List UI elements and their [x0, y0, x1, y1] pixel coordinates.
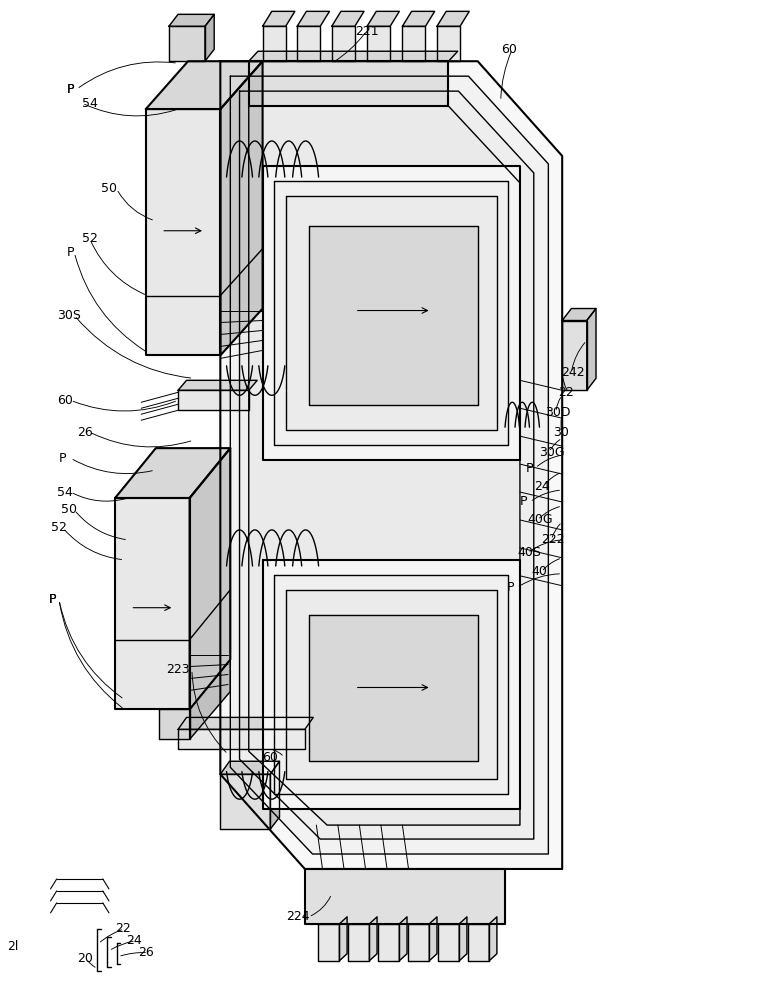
Text: 24: 24: [534, 480, 550, 493]
Polygon shape: [367, 11, 399, 26]
Polygon shape: [221, 761, 279, 774]
Polygon shape: [297, 26, 320, 61]
Text: 24: 24: [126, 934, 143, 947]
Text: 30S: 30S: [57, 309, 81, 322]
Polygon shape: [587, 309, 596, 390]
Text: 20: 20: [76, 952, 93, 965]
Polygon shape: [438, 924, 460, 961]
Text: P: P: [66, 246, 74, 259]
Text: 60: 60: [500, 43, 517, 56]
Polygon shape: [402, 11, 435, 26]
Polygon shape: [178, 717, 313, 729]
Polygon shape: [249, 106, 520, 825]
Polygon shape: [190, 660, 231, 739]
Text: 22: 22: [558, 386, 574, 399]
Polygon shape: [221, 61, 263, 355]
Polygon shape: [249, 51, 458, 61]
Polygon shape: [305, 869, 504, 924]
Polygon shape: [263, 166, 520, 460]
Text: 40G: 40G: [527, 513, 554, 526]
Text: 40: 40: [531, 565, 547, 578]
Polygon shape: [146, 109, 221, 355]
Polygon shape: [308, 615, 478, 761]
Text: P: P: [49, 593, 56, 606]
Polygon shape: [274, 575, 508, 794]
Text: P: P: [66, 83, 74, 96]
Text: P: P: [66, 83, 74, 96]
Text: 2l: 2l: [8, 940, 19, 953]
Polygon shape: [285, 590, 497, 779]
Text: 242: 242: [561, 366, 584, 379]
Text: 26: 26: [76, 426, 93, 439]
Polygon shape: [169, 26, 205, 61]
Polygon shape: [205, 14, 214, 61]
Text: 52: 52: [52, 521, 67, 534]
Polygon shape: [221, 61, 562, 869]
Polygon shape: [490, 917, 497, 961]
Polygon shape: [249, 61, 449, 106]
Text: 50: 50: [101, 182, 117, 195]
Polygon shape: [274, 181, 508, 445]
Text: 22: 22: [115, 922, 131, 935]
Text: P: P: [520, 495, 527, 508]
Polygon shape: [240, 91, 534, 839]
Polygon shape: [348, 924, 369, 961]
Text: P: P: [525, 462, 533, 475]
Text: 224: 224: [285, 910, 309, 923]
Polygon shape: [190, 448, 231, 709]
Text: 52: 52: [82, 232, 98, 245]
Text: 50: 50: [62, 503, 77, 516]
Polygon shape: [115, 448, 231, 498]
Text: 60: 60: [263, 751, 278, 764]
Polygon shape: [221, 774, 271, 829]
Polygon shape: [318, 924, 339, 961]
Text: 30D: 30D: [545, 406, 571, 419]
Polygon shape: [369, 917, 377, 961]
Polygon shape: [263, 11, 295, 26]
Text: P: P: [59, 452, 66, 465]
Text: 221: 221: [355, 25, 379, 38]
Text: 54: 54: [57, 486, 72, 499]
Text: 40S: 40S: [517, 546, 541, 559]
Polygon shape: [169, 14, 214, 26]
Polygon shape: [178, 390, 249, 410]
Polygon shape: [367, 26, 390, 61]
Polygon shape: [402, 26, 426, 61]
Text: 222: 222: [541, 533, 565, 546]
Polygon shape: [297, 11, 329, 26]
Text: 54: 54: [82, 97, 98, 110]
Polygon shape: [115, 498, 190, 709]
Polygon shape: [339, 917, 347, 961]
Polygon shape: [408, 924, 429, 961]
Polygon shape: [231, 76, 548, 854]
Polygon shape: [429, 917, 437, 961]
Text: P: P: [507, 581, 514, 594]
Polygon shape: [399, 917, 407, 961]
Polygon shape: [285, 196, 497, 430]
Polygon shape: [332, 11, 364, 26]
Text: 30: 30: [553, 426, 569, 439]
Polygon shape: [378, 924, 399, 961]
Text: 223: 223: [167, 663, 190, 676]
Polygon shape: [146, 61, 263, 109]
Polygon shape: [308, 226, 478, 405]
Polygon shape: [437, 26, 460, 61]
Polygon shape: [263, 560, 520, 809]
Polygon shape: [271, 761, 279, 829]
Polygon shape: [178, 380, 258, 390]
Text: P: P: [49, 593, 56, 606]
Polygon shape: [159, 709, 190, 739]
Text: 60: 60: [57, 394, 72, 407]
Polygon shape: [437, 11, 470, 26]
Polygon shape: [332, 26, 355, 61]
Polygon shape: [263, 26, 285, 61]
Polygon shape: [468, 924, 490, 961]
Polygon shape: [562, 309, 596, 321]
Polygon shape: [460, 917, 467, 961]
Text: 26: 26: [138, 946, 154, 959]
Polygon shape: [562, 321, 587, 390]
Polygon shape: [178, 729, 305, 749]
Text: 30G: 30G: [539, 446, 565, 459]
